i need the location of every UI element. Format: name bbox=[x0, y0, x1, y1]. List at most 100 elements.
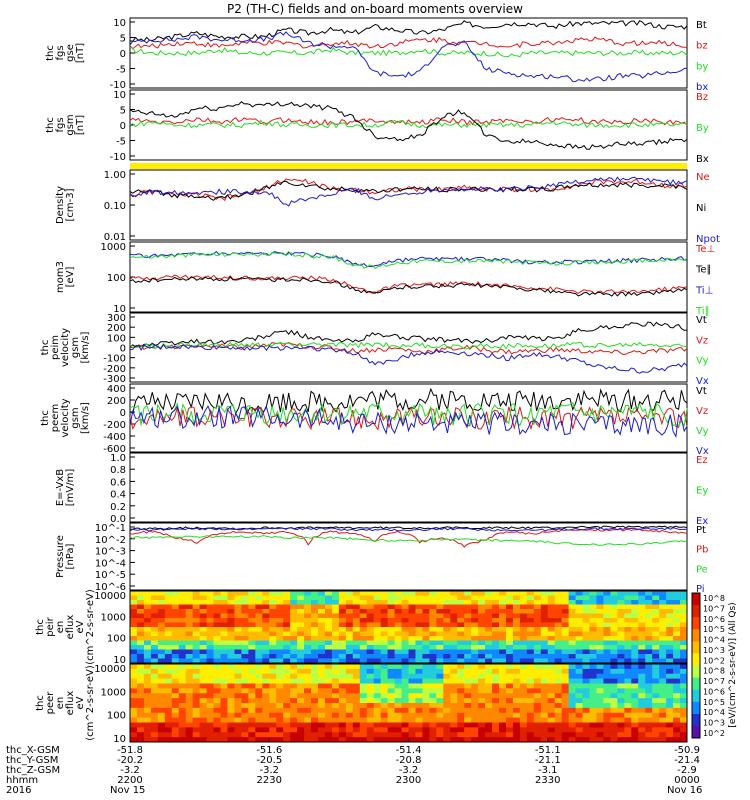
heatmap-cell bbox=[220, 664, 228, 670]
heatmap-cell bbox=[324, 698, 333, 704]
panel-ylabel: [nT] bbox=[75, 43, 86, 63]
heatmap-cell bbox=[429, 737, 437, 743]
heatmap-cell bbox=[366, 712, 375, 719]
heatmap-cell bbox=[185, 609, 194, 614]
heatmap-cell bbox=[492, 717, 500, 723]
heatmap-cell bbox=[401, 600, 409, 605]
heatmap-cell bbox=[478, 640, 486, 646]
heatmap-cell bbox=[638, 654, 646, 659]
heatmap-cell bbox=[338, 683, 347, 689]
heatmap-cell bbox=[185, 707, 194, 714]
ytick-label: 10^-3 bbox=[95, 547, 126, 558]
heatmap-cell bbox=[631, 649, 639, 655]
heatmap-cell bbox=[304, 613, 312, 619]
heatmap-cell bbox=[338, 698, 347, 704]
heatmap-cell bbox=[324, 631, 333, 637]
heatmap-cell bbox=[394, 664, 403, 670]
heatmap-cell bbox=[673, 673, 681, 680]
heatmap-cell bbox=[512, 595, 521, 601]
heatmap-cell bbox=[415, 727, 423, 733]
heatmap-cell bbox=[331, 727, 340, 733]
heatmap-cell bbox=[589, 664, 597, 670]
heatmap-cell bbox=[380, 722, 389, 728]
heatmap-cell bbox=[311, 613, 319, 619]
heatmap-cell bbox=[213, 693, 222, 699]
heatmap-cell bbox=[255, 618, 263, 623]
heatmap-cell bbox=[206, 693, 215, 699]
heatmap-cell bbox=[415, 654, 423, 659]
heatmap-cell bbox=[408, 673, 416, 680]
heatmap-cell bbox=[276, 609, 284, 614]
heatmap-cell bbox=[485, 673, 493, 680]
heatmap-cell bbox=[638, 688, 646, 694]
heatmap-cell bbox=[673, 595, 681, 601]
heatmap-cell bbox=[659, 591, 667, 596]
heatmap-cell bbox=[143, 698, 152, 704]
heatmap-cell bbox=[526, 654, 535, 659]
heatmap-cell bbox=[359, 707, 368, 714]
heatmap-cell bbox=[624, 664, 632, 670]
heatmap-cell bbox=[659, 654, 667, 659]
heatmap-cell bbox=[408, 693, 416, 699]
heatmap-cell bbox=[157, 636, 166, 641]
heatmap-cell bbox=[631, 618, 639, 623]
heatmap-cell bbox=[380, 688, 389, 694]
heatmap-cell bbox=[387, 591, 396, 596]
heatmap-cell bbox=[220, 737, 228, 743]
heatmap-cell bbox=[408, 703, 416, 709]
heatmap-cell bbox=[519, 732, 528, 738]
heatmap-cell bbox=[283, 668, 291, 675]
heatmap-cell bbox=[617, 678, 625, 684]
heatmap-cell bbox=[673, 688, 681, 694]
heatmap-cell bbox=[499, 727, 507, 733]
heatmap-cell bbox=[492, 622, 500, 628]
heatmap-cell bbox=[401, 668, 409, 675]
heatmap-cell bbox=[185, 698, 194, 704]
heatmap-cell bbox=[276, 668, 284, 675]
heatmap-cell bbox=[429, 683, 437, 689]
heatmap-cell bbox=[526, 698, 535, 704]
heatmap-cell bbox=[199, 631, 208, 637]
heatmap-cell bbox=[617, 636, 625, 641]
heatmap-cell bbox=[227, 654, 235, 659]
heatmap-cell bbox=[227, 609, 235, 614]
heatmap-cell bbox=[130, 618, 138, 623]
heatmap-cell bbox=[561, 595, 570, 601]
heatmap-cell bbox=[547, 613, 556, 619]
heatmap-cell bbox=[631, 673, 639, 680]
colorbar-swatch bbox=[692, 653, 700, 666]
heatmap-cell bbox=[617, 693, 625, 699]
heatmap-cell bbox=[471, 683, 479, 689]
heatmap-cell bbox=[366, 618, 375, 623]
ytick-label: 100 bbox=[107, 634, 126, 645]
heatmap-cell bbox=[359, 640, 368, 646]
heatmap-cell bbox=[415, 591, 423, 596]
heatmap-cell bbox=[380, 727, 389, 733]
heatmap-cell bbox=[311, 683, 319, 689]
heatmap-cell bbox=[596, 609, 604, 614]
heatmap-cell bbox=[317, 722, 326, 728]
heatmap-cell bbox=[373, 673, 382, 680]
heatmap-cell bbox=[136, 618, 145, 623]
heatmap-cell bbox=[227, 636, 235, 641]
heatmap-cell bbox=[255, 717, 263, 723]
heatmap-cell bbox=[547, 640, 556, 646]
heatmap-cell bbox=[331, 618, 340, 623]
heatmap-cell bbox=[429, 595, 437, 601]
heatmap-cell bbox=[519, 698, 528, 704]
heatmap-cell bbox=[157, 732, 166, 738]
heatmap-cell bbox=[485, 737, 493, 743]
heatmap-cell bbox=[492, 618, 500, 623]
heatmap-cell bbox=[324, 688, 333, 694]
heatmap-cell bbox=[213, 683, 222, 689]
heatmap-cell bbox=[526, 737, 535, 743]
legend-Ni: Ni bbox=[696, 203, 706, 214]
colorbar-tick: 10^3 bbox=[703, 646, 725, 655]
heatmap-cell bbox=[317, 712, 326, 719]
heatmap-cell bbox=[373, 678, 382, 684]
heatmap-cell bbox=[457, 673, 465, 680]
heatmap-cell bbox=[478, 618, 486, 623]
heatmap-cell bbox=[311, 703, 319, 709]
heatmap-cell bbox=[422, 591, 430, 596]
heatmap-cell bbox=[192, 727, 201, 733]
